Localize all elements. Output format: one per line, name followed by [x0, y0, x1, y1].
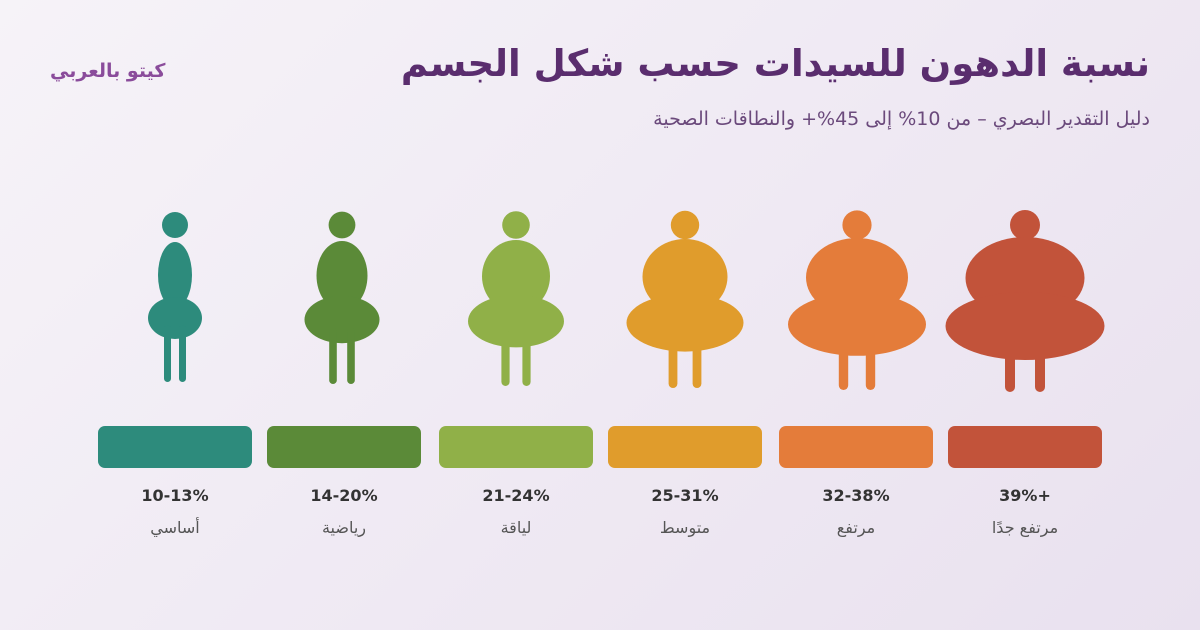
page-subtitle: دليل التقدير البصري – من 10% إلى 45%+ وا… [653, 108, 1150, 130]
figure-torso [316, 241, 368, 311]
range-category-1: 10-13% [141, 486, 209, 505]
bar-category-3 [439, 426, 593, 468]
figure-head [328, 211, 356, 239]
label-category-4: متوسط [659, 518, 711, 537]
label-category-1: أساسي [150, 518, 200, 537]
figure-torso [482, 240, 550, 313]
figure-leg-left [329, 327, 337, 384]
page-title: نسبة الدهون للسيدات حسب شكل الجسم [400, 42, 1150, 85]
body-figure-1 [148, 212, 202, 382]
label-category-3: لياقة [500, 518, 532, 537]
figure-leg-left [838, 335, 849, 390]
figure-head [162, 212, 188, 238]
figure-leg-left [668, 332, 678, 388]
figure-hips [468, 295, 564, 348]
figure-head [842, 210, 872, 240]
figure-leg-left [1005, 337, 1015, 392]
brand-logo: كيتو بالعربي [50, 60, 166, 82]
figure-leg-right [347, 327, 355, 384]
figure-hips [304, 296, 380, 344]
figure-head [1010, 210, 1040, 240]
figure-leg-right [179, 325, 186, 382]
bar-category-2 [267, 426, 421, 468]
figure-leg-right [865, 335, 876, 390]
bar-category-6 [948, 426, 1102, 468]
figure-hips [945, 292, 1105, 360]
body-figure-4 [626, 210, 744, 388]
label-category-5: مرتفع [836, 518, 876, 537]
label-category-6: مرتفع جدًا [991, 518, 1059, 537]
body-figure-5 [788, 210, 926, 390]
figure-torso [642, 239, 728, 315]
figure-leg-right [1035, 337, 1045, 392]
body-figures [0, 200, 1200, 400]
range-category-5: 32-38% [822, 486, 890, 505]
figure-hips [626, 294, 744, 352]
range-category-4: 25-31% [651, 486, 719, 505]
range-category-3: 21-24% [482, 486, 550, 505]
figure-torso [158, 242, 192, 308]
body-figure-2 [304, 211, 380, 384]
body-figure-3 [468, 211, 564, 386]
figure-leg-right [692, 332, 702, 388]
figure-head [670, 210, 700, 240]
bar-category-1 [98, 426, 252, 468]
figure-hips [788, 293, 926, 356]
figure-head [502, 211, 530, 239]
figure-leg-right [522, 330, 531, 386]
label-category-2: رياضية [321, 518, 367, 537]
bar-category-4 [608, 426, 762, 468]
body-figures-svg [148, 210, 1105, 392]
range-category-6: 39%+ [999, 486, 1051, 505]
figure-leg-left [501, 330, 510, 386]
bar-category-5 [779, 426, 933, 468]
figure-leg-left [164, 325, 171, 382]
figure-hips [148, 297, 202, 339]
body-figure-6 [945, 210, 1105, 392]
range-category-2: 14-20% [310, 486, 378, 505]
